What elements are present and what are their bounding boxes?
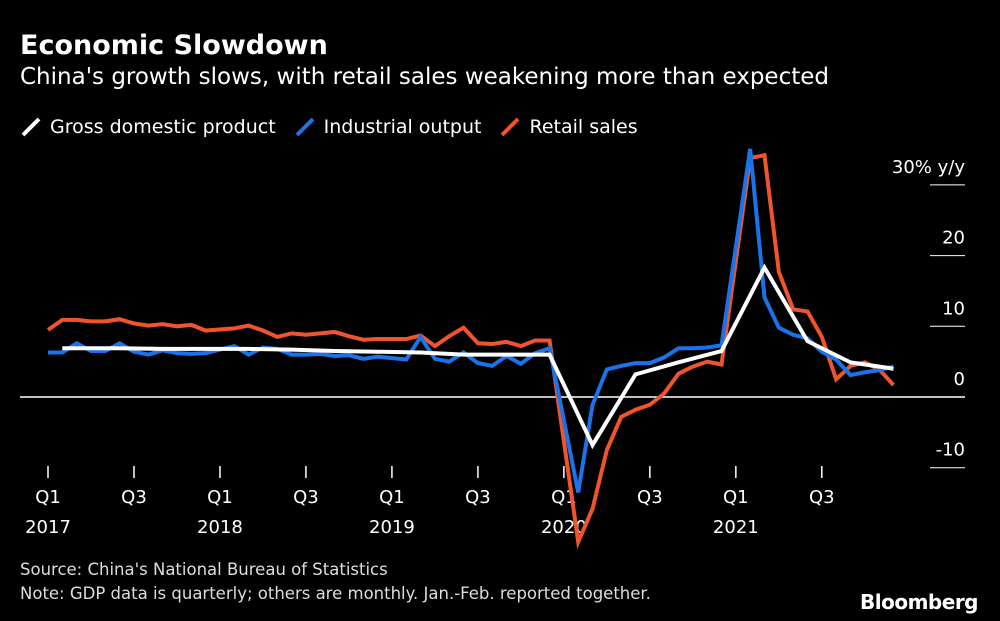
y-tick-label: 20 — [942, 228, 965, 249]
legend-swatch-retail — [501, 117, 520, 137]
legend-label-gdp: Gross domestic product — [50, 116, 276, 138]
industrial-output-line — [48, 148, 894, 493]
retail-sales-line — [46, 152, 895, 550]
x-tick-label: Q3 — [293, 487, 319, 508]
legend-swatch-industrial — [295, 117, 315, 137]
x-tick-label: Q1 — [723, 487, 749, 508]
x-tick-year: 2018 — [197, 517, 243, 538]
legend: Gross domestic product Industrial output… — [20, 116, 638, 138]
gdp-line — [62, 263, 894, 450]
legend-item-industrial: Industrial output — [294, 116, 482, 138]
chart-title: Economic Slowdown — [20, 30, 328, 61]
x-tick-label: Q1 — [379, 487, 405, 508]
x-tick-label: Q3 — [121, 487, 147, 508]
bloomberg-logo: Bloomberg — [860, 590, 978, 614]
x-tick-label: Q1 — [207, 487, 233, 508]
x-tick-label: Q3 — [809, 487, 835, 508]
x-tick-label: Q3 — [637, 487, 663, 508]
y-tick-label: 0 — [954, 369, 965, 390]
x-tick-label: Q1 — [35, 487, 61, 508]
x-tick-year: 2021 — [713, 517, 759, 538]
legend-swatch-gdp — [21, 117, 41, 137]
y-tick-label: 30% y/y — [892, 157, 965, 178]
legend-item-retail: Retail sales — [499, 116, 638, 138]
x-tick-year: 2019 — [369, 517, 415, 538]
footnote: Note: GDP data is quarterly; others are … — [20, 584, 651, 603]
source-note: Source: China's National Bureau of Stati… — [20, 560, 388, 579]
legend-label-retail: Retail sales — [529, 116, 638, 138]
chart-subtitle: China's growth slows, with retail sales … — [20, 64, 829, 90]
legend-item-gdp: Gross domestic product — [20, 116, 276, 138]
y-tick-label: 10 — [942, 298, 965, 319]
x-tick-year: 2017 — [25, 517, 71, 538]
y-tick-label: -10 — [936, 440, 965, 461]
legend-label-industrial: Industrial output — [323, 116, 482, 138]
x-tick-label: Q3 — [465, 487, 491, 508]
